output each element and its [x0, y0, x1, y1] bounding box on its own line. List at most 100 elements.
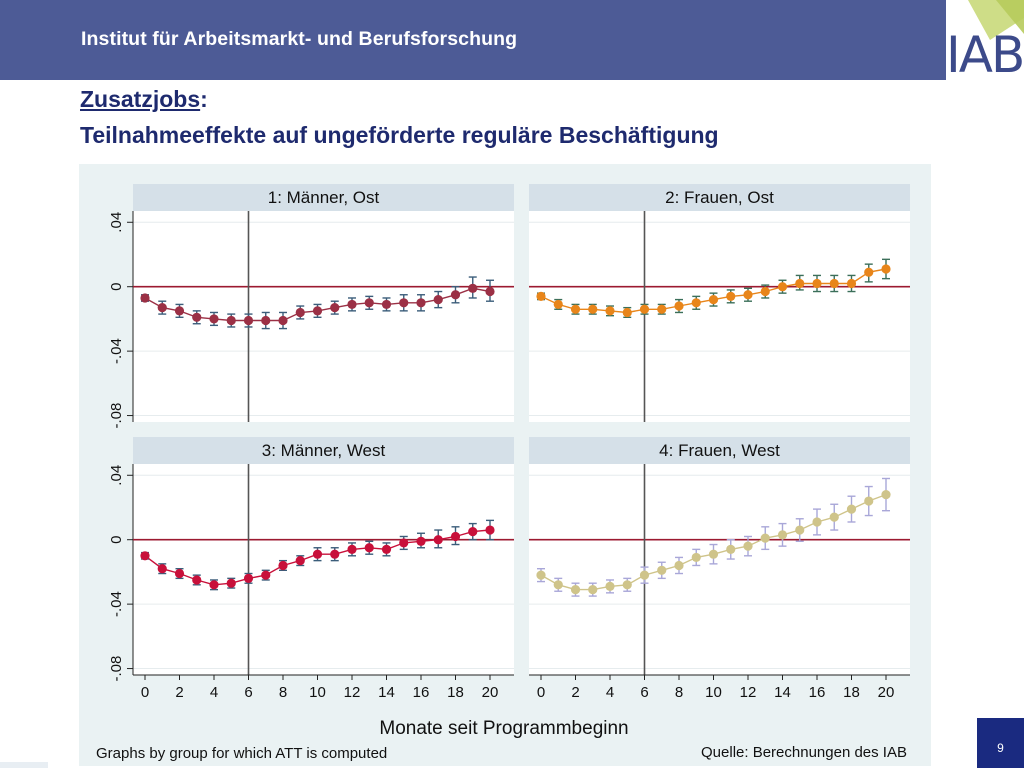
panel-strip-1	[133, 184, 514, 211]
data-point	[226, 315, 236, 326]
data-point	[192, 312, 202, 322]
data-point	[330, 303, 340, 313]
data-point	[140, 293, 150, 303]
data-point	[381, 544, 392, 554]
header-banner: Institut für Arbeitsmarkt- und Berufsfor…	[0, 0, 946, 80]
data-point	[829, 278, 839, 289]
data-point	[312, 549, 323, 559]
data-point	[468, 283, 478, 293]
data-point	[416, 298, 426, 308]
data-point	[399, 298, 409, 308]
data-point	[657, 565, 667, 575]
data-point	[174, 306, 185, 316]
data-point	[243, 315, 254, 326]
data-point	[605, 306, 615, 316]
data-point	[450, 290, 461, 300]
x-tick-label: 4	[606, 684, 614, 701]
plot-area-1	[133, 211, 514, 422]
data-point	[639, 570, 650, 580]
data-point	[570, 585, 581, 595]
page-number: 9	[997, 741, 1004, 755]
data-point	[381, 299, 392, 310]
x-tick-label: 10	[309, 684, 326, 701]
data-point	[364, 543, 374, 553]
data-point	[846, 504, 857, 514]
data-point	[777, 282, 788, 292]
x-tick-label: 2	[571, 684, 579, 701]
x-tick-label: 16	[413, 684, 430, 701]
data-point	[812, 517, 822, 527]
data-point	[226, 578, 236, 588]
y-tick-label: 0	[108, 536, 125, 544]
data-point	[622, 580, 632, 590]
data-point	[674, 560, 684, 571]
panel-strip-3	[133, 437, 514, 464]
data-point	[760, 533, 770, 543]
plot-area-4	[529, 464, 910, 675]
plot-area-2	[529, 211, 910, 422]
panel-title-3: 3: Männer, West	[262, 441, 386, 460]
data-point	[829, 512, 839, 522]
data-point	[588, 585, 598, 595]
logo-text: IAB	[946, 26, 1024, 80]
y-tick-label: -.04	[108, 338, 125, 364]
panel-strip-4	[529, 437, 910, 464]
data-point	[691, 298, 701, 308]
panel-strip-2	[529, 184, 910, 211]
panel-title-1: 1: Männer, Ost	[268, 188, 380, 207]
y-tick-label: -.08	[108, 403, 125, 429]
data-point	[261, 570, 271, 580]
x-axis-label: Monate seit Programmbeginn	[379, 718, 628, 739]
data-point	[468, 527, 478, 537]
data-point	[553, 580, 563, 590]
title-colon: :	[200, 86, 208, 112]
x-tick-label: 14	[378, 684, 395, 701]
panel-title-4: 4: Frauen, West	[659, 441, 780, 460]
slide-title: Zusatzjobs:	[80, 86, 208, 113]
slide-subtitle: Teilnahmeeffekte auf ungeförderte regulä…	[80, 122, 719, 148]
data-point	[416, 536, 426, 546]
data-point	[192, 575, 202, 585]
data-point	[622, 307, 632, 318]
x-tick-label: 8	[675, 684, 683, 701]
plot-area-3	[133, 464, 514, 675]
data-point	[347, 299, 357, 310]
data-point	[295, 556, 305, 566]
data-point	[881, 264, 891, 274]
data-point	[605, 581, 615, 592]
data-point	[864, 496, 874, 506]
figure-note: Graphs by group for which ATT is compute…	[96, 745, 387, 762]
x-tick-label: 12	[344, 684, 361, 701]
title-link[interactable]: Zusatzjobs	[80, 86, 201, 112]
data-point	[278, 560, 288, 571]
data-point	[708, 294, 719, 305]
data-point	[726, 291, 736, 301]
data-point	[657, 304, 667, 314]
x-tick-label: 20	[878, 684, 895, 701]
data-point	[450, 531, 461, 542]
x-tick-label: 14	[774, 684, 791, 701]
y-tick-label: .04	[108, 212, 125, 233]
x-tick-label: 0	[141, 684, 149, 701]
data-point	[536, 570, 546, 580]
data-point	[347, 544, 357, 554]
data-point	[570, 304, 581, 314]
data-point	[278, 315, 288, 326]
iab-logo: IAB	[946, 0, 1024, 80]
data-point	[536, 291, 546, 301]
data-point	[330, 549, 340, 559]
panel-title-2: 2: Frauen, Ost	[665, 188, 774, 207]
figure-source: Quelle: Berechnungen des IAB	[701, 744, 907, 761]
data-point	[691, 552, 701, 563]
att-chart-figure: Monate seit Programmbeginn Graphs by gro…	[79, 164, 931, 766]
corner-decoration	[0, 762, 48, 768]
data-point	[743, 290, 753, 300]
y-tick-label: .04	[108, 465, 125, 486]
data-point	[588, 304, 598, 314]
data-point	[140, 551, 150, 561]
data-point	[209, 314, 219, 324]
data-point	[812, 278, 822, 289]
x-tick-label: 2	[175, 684, 183, 701]
data-point	[433, 535, 443, 545]
x-tick-label: 8	[279, 684, 287, 701]
